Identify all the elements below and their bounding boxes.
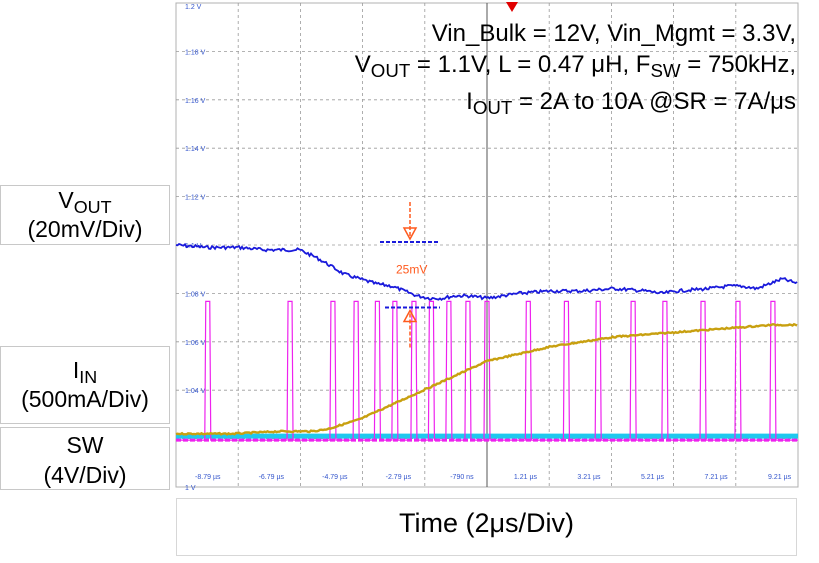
trigger-marker	[506, 2, 518, 12]
y-tick-label: 1 V	[185, 485, 196, 492]
x-tick-label: -8.79 µs	[195, 474, 221, 481]
sw-channel-label: SW (4V/Div)	[0, 430, 170, 490]
sw-scale: (4V/Div)	[43, 462, 127, 488]
conditions-line-2: VOUT = 1.1V, L = 0.47 μH, FSW = 750kHz,	[354, 51, 796, 82]
y-tick-label: 1.06 V	[185, 340, 206, 347]
y-tick-label: 1.04 V	[185, 388, 206, 395]
x-tick-label: -2.79 µs	[386, 474, 412, 481]
y-tick-label: 1.16 V	[185, 98, 206, 105]
x-tick-label: -6.79 µs	[259, 474, 285, 481]
y-tick-label: 1.12 V	[185, 195, 206, 202]
x-tick-label: 7.21 µs	[704, 474, 728, 481]
iin-channel-label: IIN (500mA/Div)	[0, 358, 170, 411]
deviation-annotation: 25mV	[380, 202, 440, 348]
test-conditions: Vin_Bulk = 12V, Vin_Mgmt = 3.3V, VOUT = …	[300, 18, 796, 123]
up-arrow-head	[402, 308, 418, 323]
time-axis-box	[176, 498, 797, 556]
down-arrow-head	[402, 227, 418, 241]
vout-channel-label: VOUT (20mV/Div)	[0, 188, 170, 241]
x-tick-labels: -8.79 µs -6.79 µs -4.79 µs -2.79 µs -790 ns 1…	[195, 474, 792, 481]
vout-trace	[175, 242, 798, 301]
sw-label-box	[0, 427, 170, 490]
sw-name: SW	[66, 432, 104, 458]
x-tick-label: -4.79 µs	[322, 474, 348, 481]
iin-trace	[175, 322, 798, 436]
y-tick-label: 1.2 V	[185, 4, 202, 11]
conditions-line-3: IOUT = 2A to 10A @SR = 7A/μs	[466, 88, 796, 119]
traces	[175, 242, 798, 442]
iin-scale: (500mA/Div)	[21, 385, 149, 412]
conditions-line-1: Vin_Bulk = 12V, Vin_Mgmt = 3.3V,	[431, 20, 796, 47]
y-tick-label: 1.14 V	[185, 146, 206, 153]
iin-label-box	[0, 346, 170, 424]
x-tick-label: 9.21 µs	[768, 474, 792, 481]
y-tick-label: 1.08 V	[185, 291, 206, 298]
vout-scale: (20mV/Div)	[27, 215, 143, 242]
x-tick-label: -790 ns	[450, 474, 474, 481]
time-axis-label: Time (2μs/Div)	[398, 508, 575, 538]
x-tick-label: 1.21 µs	[514, 474, 538, 481]
vout-label-box	[0, 185, 170, 245]
y-tick-label: 1.18 V	[185, 49, 206, 56]
deviation-label: 25mV	[396, 262, 427, 276]
x-tick-label: 5.21 µs	[641, 474, 665, 481]
x-tick-label: 3.21 µs	[577, 474, 601, 481]
